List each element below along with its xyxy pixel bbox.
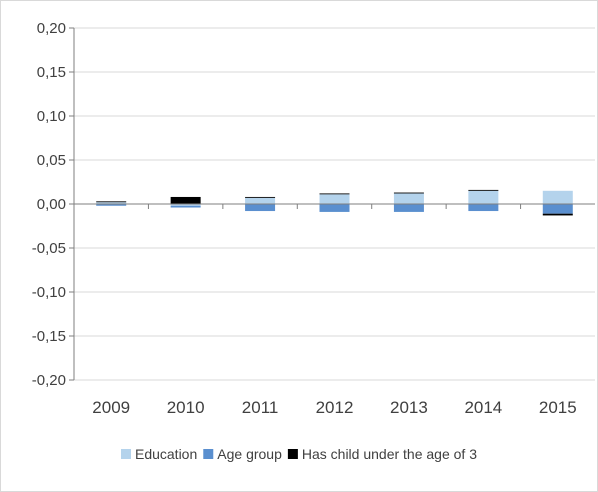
bar-segment <box>393 204 424 212</box>
y-tick-label: 0,00 <box>37 196 66 213</box>
x-axis-labels: 2009 2010 2011 2012 2013 2014 2015 <box>92 398 576 417</box>
bar-segment <box>393 192 424 194</box>
legend-label: Education <box>135 446 197 462</box>
legend-swatch <box>203 449 214 459</box>
y-tick-label: 0,20 <box>37 20 66 37</box>
bar-segment <box>468 204 499 212</box>
axes <box>69 27 595 381</box>
legend-item: Has child under the age of 3 <box>287 446 477 462</box>
bar-segment <box>468 189 499 191</box>
bars <box>96 189 573 216</box>
legend-swatch <box>120 449 131 459</box>
gridlines <box>74 27 595 381</box>
bar-segment <box>170 205 201 208</box>
bar-segment <box>319 194 350 204</box>
legend-item: Age group <box>203 446 282 462</box>
bar-segment <box>319 193 350 195</box>
y-tick-label: -0,10 <box>32 284 66 301</box>
bar-segment <box>245 204 276 212</box>
bar-segment <box>96 204 127 206</box>
y-axis-labels: 0,20 0,15 0,10 0,05 0,00 -0,05 -0,10 -0,15 -0,20 <box>32 20 66 389</box>
bar-segment <box>96 201 127 203</box>
bar-segment <box>96 202 127 204</box>
bar-segment <box>245 196 276 198</box>
y-tick-label: -0,20 <box>32 372 66 389</box>
bar-segment <box>170 196 201 204</box>
legend-item: Education <box>120 446 197 462</box>
x-tick-label: 2015 <box>539 398 577 417</box>
x-tick-label: 2014 <box>464 398 502 417</box>
bar-segment <box>542 204 573 214</box>
bar-segment <box>245 197 276 204</box>
bar-segment <box>170 204 201 206</box>
x-tick-label: 2009 <box>92 398 130 417</box>
x-tick-label: 2012 <box>316 398 354 417</box>
x-tick-label: 2010 <box>167 398 205 417</box>
x-tick-label: 2013 <box>390 398 428 417</box>
x-tick-label: 2011 <box>242 398 279 417</box>
y-tick-label: -0,15 <box>32 328 66 345</box>
bar-segment <box>542 213 573 216</box>
bar-segment <box>319 204 350 212</box>
y-tick-label: 0,15 <box>37 64 66 81</box>
bar-segment <box>468 190 499 204</box>
y-tick-label: 0,05 <box>37 152 66 169</box>
legend: Education Age group Has child under the ag… <box>120 446 477 462</box>
y-tick-label: -0,05 <box>32 240 66 257</box>
legend-label: Age group <box>217 446 282 462</box>
bar-segment <box>393 193 424 204</box>
y-tick-label: 0,10 <box>37 108 66 125</box>
bar-segment <box>542 190 573 204</box>
legend-label: Has child under the age of 3 <box>302 446 477 462</box>
legend-swatch <box>287 449 298 459</box>
